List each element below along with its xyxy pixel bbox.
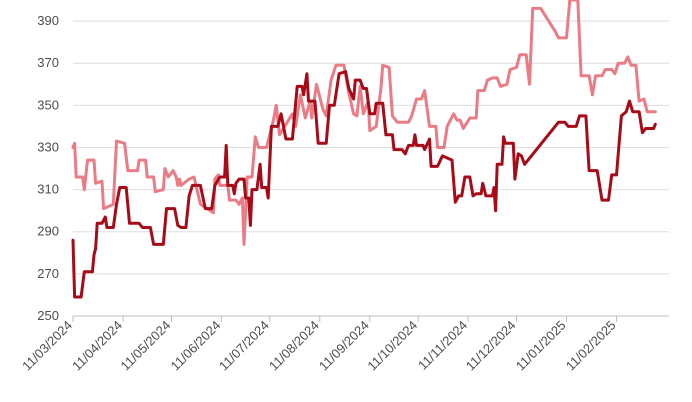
- series-lines: [71, 0, 657, 299]
- x-tick-label: 11/07/2024: [216, 318, 272, 374]
- y-tick-label: 310: [37, 182, 59, 197]
- y-tick-label: 270: [37, 266, 59, 281]
- x-tick-label: 11/09/2024: [316, 318, 372, 374]
- y-tick-label: 390: [37, 13, 59, 28]
- x-tick-label: 11/03/2024: [19, 318, 75, 374]
- y-axis-ticks: 250 270 290 310 330 350 370 390: [37, 13, 59, 323]
- series-line-2: [71, 70, 657, 299]
- x-tick-label: 11/01/2025: [513, 318, 569, 374]
- x-axis-ticks: 11/03/202411/04/202411/05/202411/06/2024…: [19, 316, 619, 374]
- y-tick-label: 290: [37, 224, 59, 239]
- series-line-1: [71, 0, 657, 246]
- x-tick-label: 11/05/2024: [118, 318, 174, 374]
- y-tick-label: 350: [37, 97, 59, 112]
- x-tick-label: 11/11/2024: [415, 318, 470, 373]
- y-tick-label: 330: [37, 139, 59, 154]
- gridlines: [73, 20, 669, 317]
- y-tick-label: 250: [37, 308, 59, 323]
- x-tick-label: 11/12/2024: [463, 318, 519, 374]
- x-tick-label: 11/06/2024: [168, 318, 224, 374]
- y-tick-label: 370: [37, 55, 59, 70]
- x-tick-label: 11/04/2024: [69, 318, 125, 374]
- x-tick-label: 11/08/2024: [266, 318, 322, 374]
- x-tick-label: 11/10/2024: [364, 318, 420, 374]
- x-tick-label: 11/02/2025: [563, 318, 619, 374]
